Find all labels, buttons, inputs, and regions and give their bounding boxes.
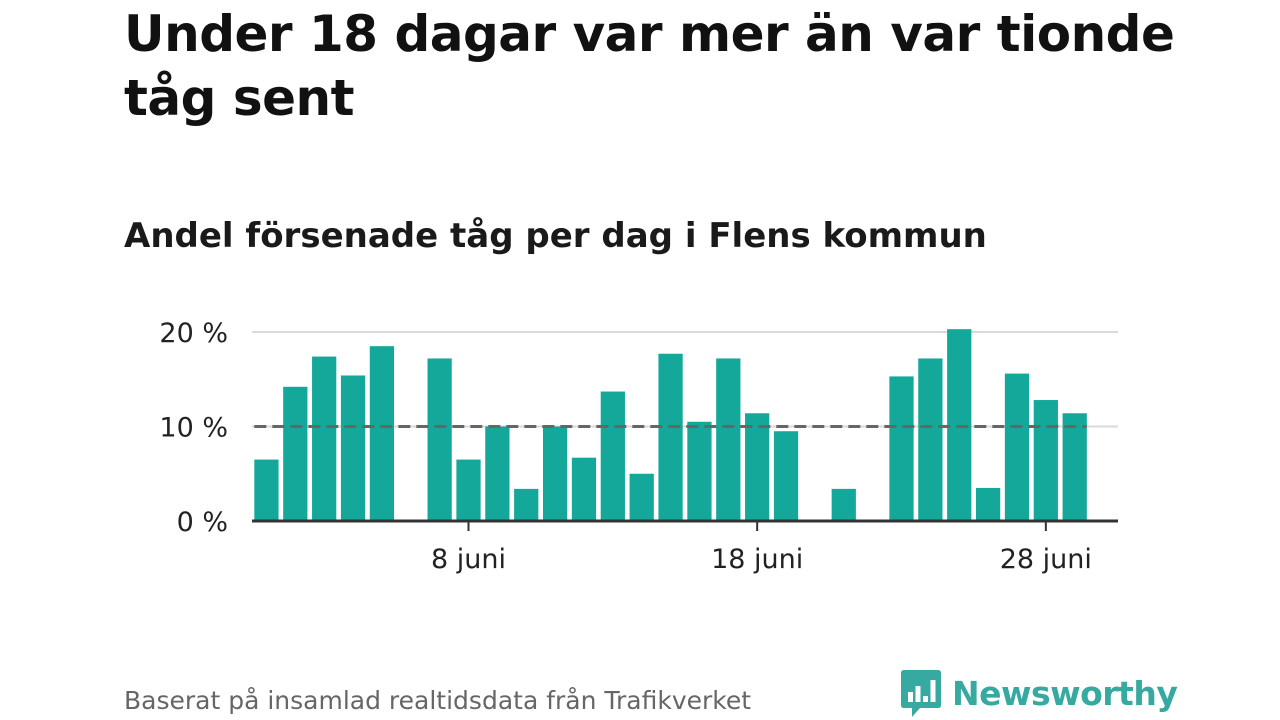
bar [975, 487, 1001, 521]
bar [745, 413, 770, 521]
source-note: Baserat på insamlad realtidsdata från Tr… [124, 686, 752, 715]
bar [600, 391, 625, 521]
bar [485, 426, 510, 521]
bar [831, 488, 856, 521]
headline: Under 18 dagar var mer än var tionde tåg… [124, 5, 1175, 127]
y-tick-label: 0 % [177, 507, 228, 538]
x-tick-label: 18 juni [711, 544, 803, 575]
y-tick-label: 10 % [159, 413, 228, 444]
brand-logo: Newsworthy [900, 668, 1178, 718]
bar-chart: 0 % 10 % 20 % 8 juni 18 juni 28 juni [159, 318, 1118, 575]
bar [312, 356, 337, 521]
bar [369, 346, 395, 521]
x-tick-label: 8 juni [431, 544, 506, 575]
bar [514, 488, 539, 521]
bar [1062, 413, 1087, 521]
bar [542, 426, 568, 521]
bar [687, 421, 712, 521]
bar [773, 431, 799, 521]
bar [427, 358, 452, 521]
bar [889, 376, 914, 521]
bar [1033, 400, 1058, 521]
bar [571, 457, 597, 521]
bar [456, 459, 481, 521]
bar [283, 386, 308, 521]
bars [254, 329, 1087, 521]
chart-subtitle: Andel försenade tåg per dag i Flens komm… [124, 216, 987, 256]
gridlines [252, 331, 1118, 428]
bar [340, 375, 366, 521]
y-axis-labels: 0 % 10 % 20 % [159, 318, 228, 538]
bar [918, 358, 943, 521]
brand-name: Newsworthy [952, 673, 1178, 713]
bar [716, 358, 741, 521]
y-tick-label: 20 % [159, 318, 228, 349]
newsworthy-logo-icon [901, 670, 941, 717]
x-tick-label: 28 juni [1000, 544, 1092, 575]
bar [254, 459, 279, 521]
bar [1004, 373, 1030, 521]
x-axis-labels: 8 juni 18 juni 28 juni [431, 521, 1092, 575]
bar [658, 353, 683, 521]
bar [629, 473, 654, 521]
